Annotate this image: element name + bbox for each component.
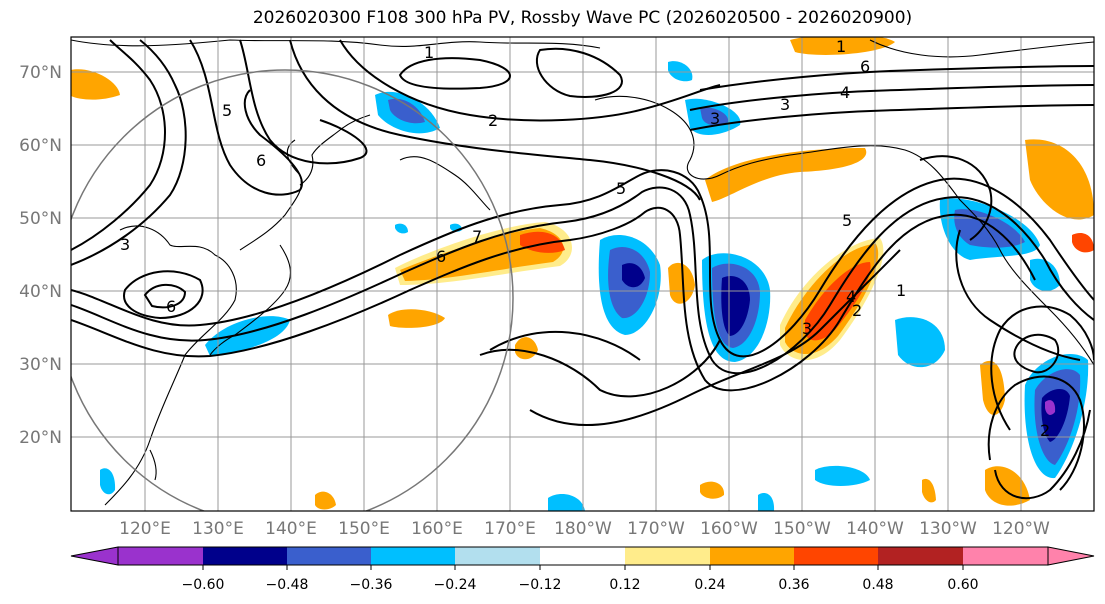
colorbar-tick-label: 0.24	[694, 577, 725, 593]
shading-layer	[71, 37, 1094, 511]
negative-anomaly	[1045, 400, 1056, 415]
range-circle	[71, 69, 514, 511]
positive-anomaly	[515, 337, 538, 360]
lon-label: 150°W	[773, 519, 831, 539]
map-border	[70, 36, 1095, 512]
lon-label: 140°W	[846, 519, 904, 539]
lat-label: 20°N	[19, 428, 62, 448]
contour-label: 1	[896, 281, 906, 300]
negative-anomaly	[100, 468, 116, 495]
colorbar-tick-label: −0.48	[266, 577, 309, 593]
positive-anomaly	[668, 262, 695, 304]
colorbar-tick-label: −0.36	[350, 577, 393, 593]
positive-anomaly	[790, 37, 895, 55]
contour-label: 7	[472, 227, 482, 246]
latitude-labels: 70°N 60°N 50°N 40°N 30°N 20°N	[19, 63, 62, 448]
lon-label: 130°W	[919, 519, 977, 539]
colorbar-segment	[540, 547, 625, 565]
graticule	[71, 37, 1094, 511]
colorbar-segment	[203, 547, 287, 565]
contour-label: 5	[842, 211, 852, 230]
lon-label: 140°E	[265, 519, 317, 539]
colorbar-tick-label: −0.60	[182, 577, 225, 593]
contour-label: 3	[710, 109, 720, 128]
contour-label: 6	[166, 297, 176, 316]
contour-label: 4	[840, 83, 850, 102]
colorbar-segment	[878, 547, 963, 565]
positive-anomaly	[1072, 232, 1094, 253]
colorbar-min-arrow	[70, 546, 119, 566]
contour-label: 6	[436, 247, 446, 266]
colorbar-segment	[625, 547, 710, 565]
contour-label: 2	[488, 111, 498, 130]
negative-anomaly	[668, 61, 693, 82]
colorbar-segment	[710, 547, 794, 565]
colorbar-segment	[455, 547, 540, 565]
contour-label: 3	[780, 95, 790, 114]
positive-anomaly	[71, 69, 120, 100]
positive-anomaly	[520, 231, 565, 253]
lon-label: 170°W	[627, 519, 685, 539]
negative-anomaly	[895, 317, 945, 368]
positive-anomaly	[922, 478, 936, 503]
colorbar-tick-label: −0.12	[519, 577, 562, 593]
contour-label: 2	[1040, 421, 1050, 440]
positive-anomaly	[700, 481, 725, 499]
positive-anomaly	[315, 491, 336, 510]
lat-label: 70°N	[19, 63, 62, 83]
longitude-labels: 120°E 130°E 140°E 150°E 160°E 170°E 180°…	[119, 519, 1050, 539]
map-title: 2026020300 F108 300 hPa PV, Rossby Wave …	[252, 8, 913, 28]
colorbar-segment	[371, 547, 455, 565]
coastlines	[71, 39, 1094, 506]
colorbar-segment	[118, 547, 203, 565]
contour-label: 6	[860, 57, 870, 76]
negative-anomaly	[395, 223, 408, 234]
negative-anomaly	[622, 263, 645, 288]
colorbar-segment	[287, 547, 371, 565]
positive-anomaly	[1025, 139, 1094, 220]
negative-anomaly	[700, 107, 729, 126]
colorbar-tick-label: 0.60	[947, 577, 978, 593]
pv-contours	[71, 39, 1094, 500]
lat-label: 50°N	[19, 209, 62, 229]
contour-label: 5	[222, 101, 232, 120]
colorbar-tick-label: 0.12	[609, 577, 640, 593]
lon-label: 160°E	[411, 519, 463, 539]
lon-label: 180°W	[554, 519, 612, 539]
contour-label: 4	[846, 287, 856, 306]
contour-label: 2	[852, 301, 862, 320]
negative-anomaly	[758, 492, 775, 511]
positive-anomaly	[705, 148, 867, 202]
negative-anomaly	[815, 465, 870, 486]
contour-label: 1	[424, 43, 434, 62]
lat-label: 40°N	[19, 282, 62, 302]
positive-anomaly	[388, 309, 445, 328]
lon-label: 120°E	[119, 519, 171, 539]
lon-label: 170°E	[484, 519, 536, 539]
contour-label: 5	[616, 179, 626, 198]
contour-label: 3	[120, 235, 130, 254]
negative-anomaly	[1030, 258, 1060, 292]
lat-label: 60°N	[19, 136, 62, 156]
lat-label: 30°N	[19, 355, 62, 375]
negative-anomaly	[548, 494, 585, 511]
colorbar-tick-label: 0.36	[778, 577, 809, 593]
colorbar-segment	[963, 547, 1048, 565]
colorbar-max-arrow	[1047, 546, 1095, 566]
lon-label: 120°W	[992, 519, 1050, 539]
contour-label-layer: 1 1 2 3 3 4 5 5 6 6 6 7 5 4 3 2 1 3 6 2	[120, 37, 1050, 440]
lon-label: 150°E	[338, 519, 390, 539]
lon-label: 130°E	[192, 519, 244, 539]
contour-label: 1	[836, 37, 846, 56]
colorbar-segment	[794, 547, 878, 565]
colorbar: −0.60 −0.48 −0.36 −0.24 −0.12 0.12 0.24 …	[70, 546, 1095, 593]
lon-label: 160°W	[700, 519, 758, 539]
negative-anomaly	[388, 98, 425, 124]
positive-anomaly	[805, 262, 871, 341]
colorbar-tick-label: 0.48	[862, 577, 893, 593]
colorbar-tick-label: −0.24	[434, 577, 477, 593]
contour-label: 3	[802, 319, 812, 338]
contour-label: 6	[256, 151, 266, 170]
